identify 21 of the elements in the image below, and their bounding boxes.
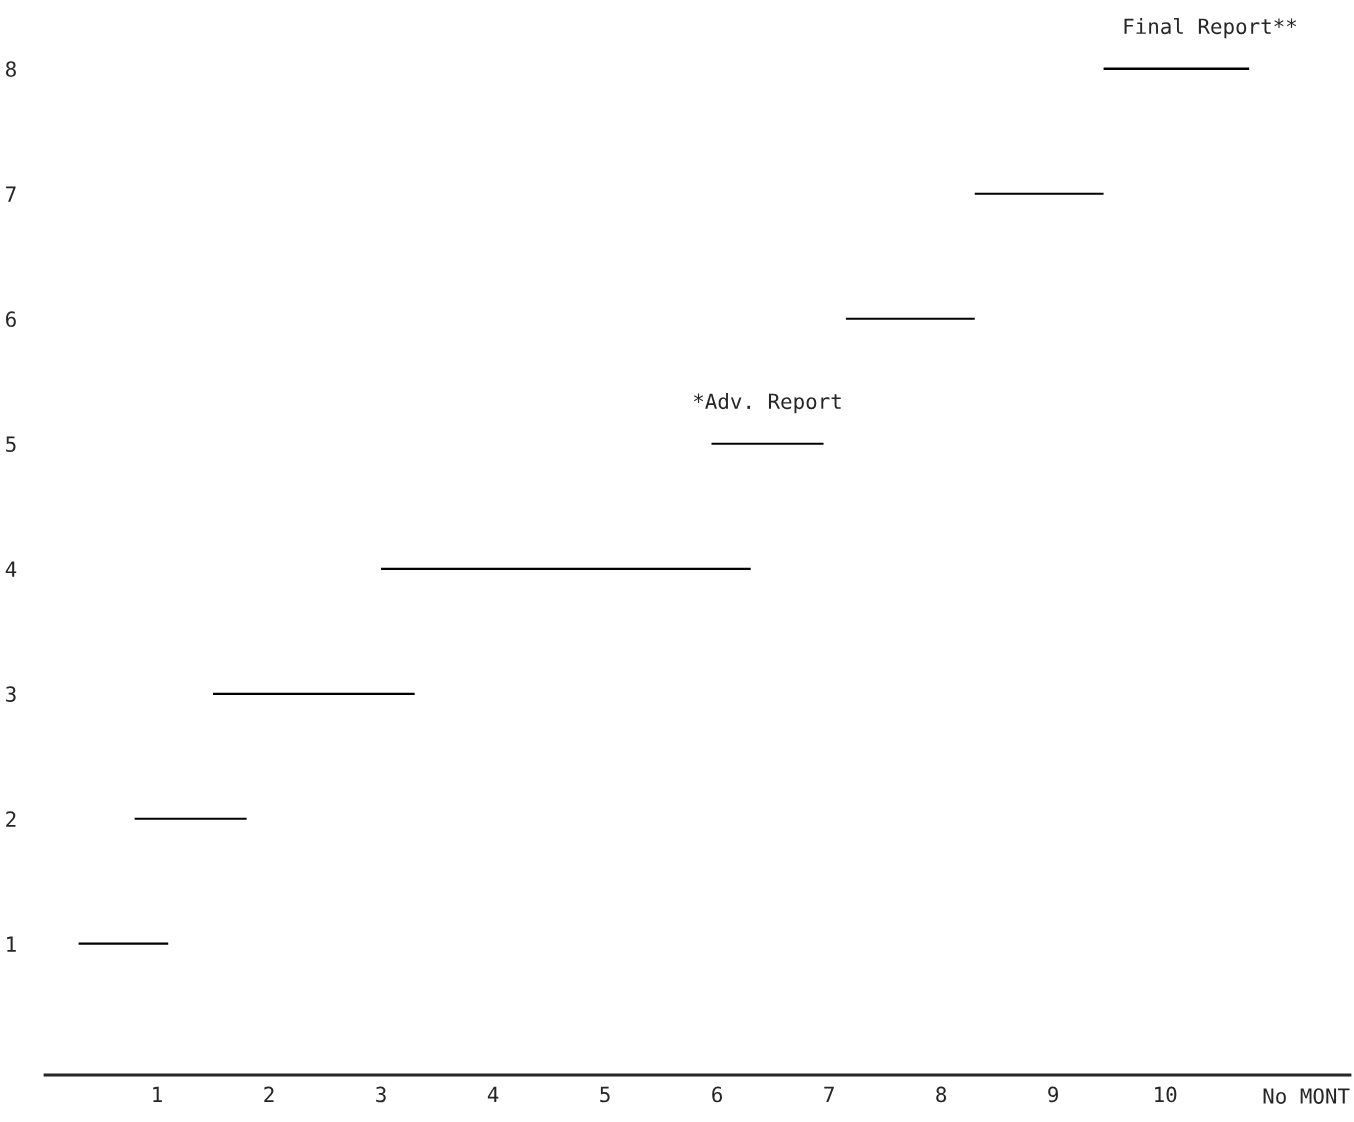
x-tick-label: 8 <box>936 1086 947 1103</box>
x-tick-label: 5 <box>600 1086 610 1103</box>
x-tick-label: 2 <box>264 1086 274 1103</box>
x-tick-label: 3 <box>376 1086 386 1103</box>
x-tick-label: 6 <box>712 1086 723 1103</box>
x-tick-label: 7 <box>824 1086 834 1103</box>
y-tick-label: 2 <box>6 811 16 827</box>
y-tick-label: 1 <box>7 936 16 952</box>
annotation: Final Report** <box>1124 17 1297 39</box>
y-tick-label: 7 <box>6 186 16 202</box>
y-tick-label: 3 <box>6 686 16 703</box>
y-tick-label: 5 <box>6 436 16 453</box>
y-tick-label: 6 <box>6 311 16 328</box>
x-tick-label: 4 <box>487 1086 499 1103</box>
x-tick-label: 9 <box>1048 1086 1059 1103</box>
x-axis-title: No MONT <box>1263 1088 1350 1104</box>
y-tick-label: 4 <box>5 561 17 577</box>
x-tick-label: 1 <box>153 1086 162 1103</box>
y-tick-label: 8 <box>6 61 16 78</box>
annotation: *Adv. Report <box>693 393 841 414</box>
x-tick-label: 10 <box>1155 1086 1177 1103</box>
